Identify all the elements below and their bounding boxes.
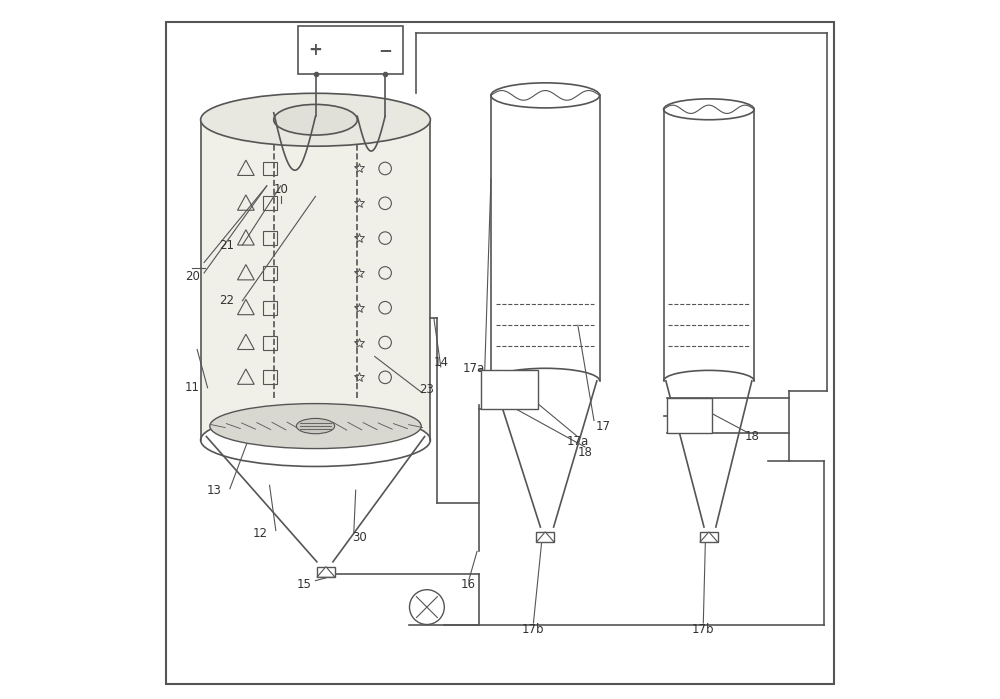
Bar xyxy=(667,398,712,433)
Text: 21: 21 xyxy=(220,238,235,252)
Bar xyxy=(536,532,554,542)
Text: 17: 17 xyxy=(596,419,611,433)
Bar xyxy=(263,266,277,280)
Text: 30: 30 xyxy=(352,531,367,544)
Bar xyxy=(263,196,277,210)
Text: 18: 18 xyxy=(578,446,592,459)
Ellipse shape xyxy=(210,403,421,449)
Text: 12: 12 xyxy=(252,528,267,540)
Text: 16: 16 xyxy=(461,577,476,591)
Polygon shape xyxy=(201,120,430,440)
Bar xyxy=(263,301,277,315)
Circle shape xyxy=(409,590,444,624)
Text: 17b: 17b xyxy=(522,623,545,636)
Text: 23: 23 xyxy=(419,383,434,396)
Bar xyxy=(263,370,277,384)
Text: 15: 15 xyxy=(296,577,311,591)
Bar xyxy=(317,567,335,577)
Ellipse shape xyxy=(274,104,357,135)
Ellipse shape xyxy=(491,83,600,108)
Ellipse shape xyxy=(201,414,430,466)
Text: 10: 10 xyxy=(273,183,288,196)
Text: +: + xyxy=(309,41,322,59)
Text: 13: 13 xyxy=(207,484,222,496)
Text: 14: 14 xyxy=(433,356,448,368)
Ellipse shape xyxy=(201,93,430,146)
Text: 17a: 17a xyxy=(567,435,589,448)
Bar xyxy=(700,532,718,542)
Text: 20: 20 xyxy=(185,270,200,283)
Text: 17b: 17b xyxy=(692,623,715,636)
Polygon shape xyxy=(317,567,335,577)
Polygon shape xyxy=(700,532,718,542)
Polygon shape xyxy=(536,532,554,542)
Bar xyxy=(263,161,277,175)
Ellipse shape xyxy=(664,99,754,120)
Text: 18: 18 xyxy=(745,430,759,443)
Bar xyxy=(263,231,277,245)
Bar xyxy=(481,370,538,409)
Text: 17a: 17a xyxy=(462,362,485,375)
Text: −: − xyxy=(378,41,392,59)
Ellipse shape xyxy=(296,419,335,434)
Text: 22: 22 xyxy=(220,294,235,308)
Bar xyxy=(298,26,403,75)
Bar xyxy=(263,336,277,350)
Text: 11: 11 xyxy=(185,381,200,394)
